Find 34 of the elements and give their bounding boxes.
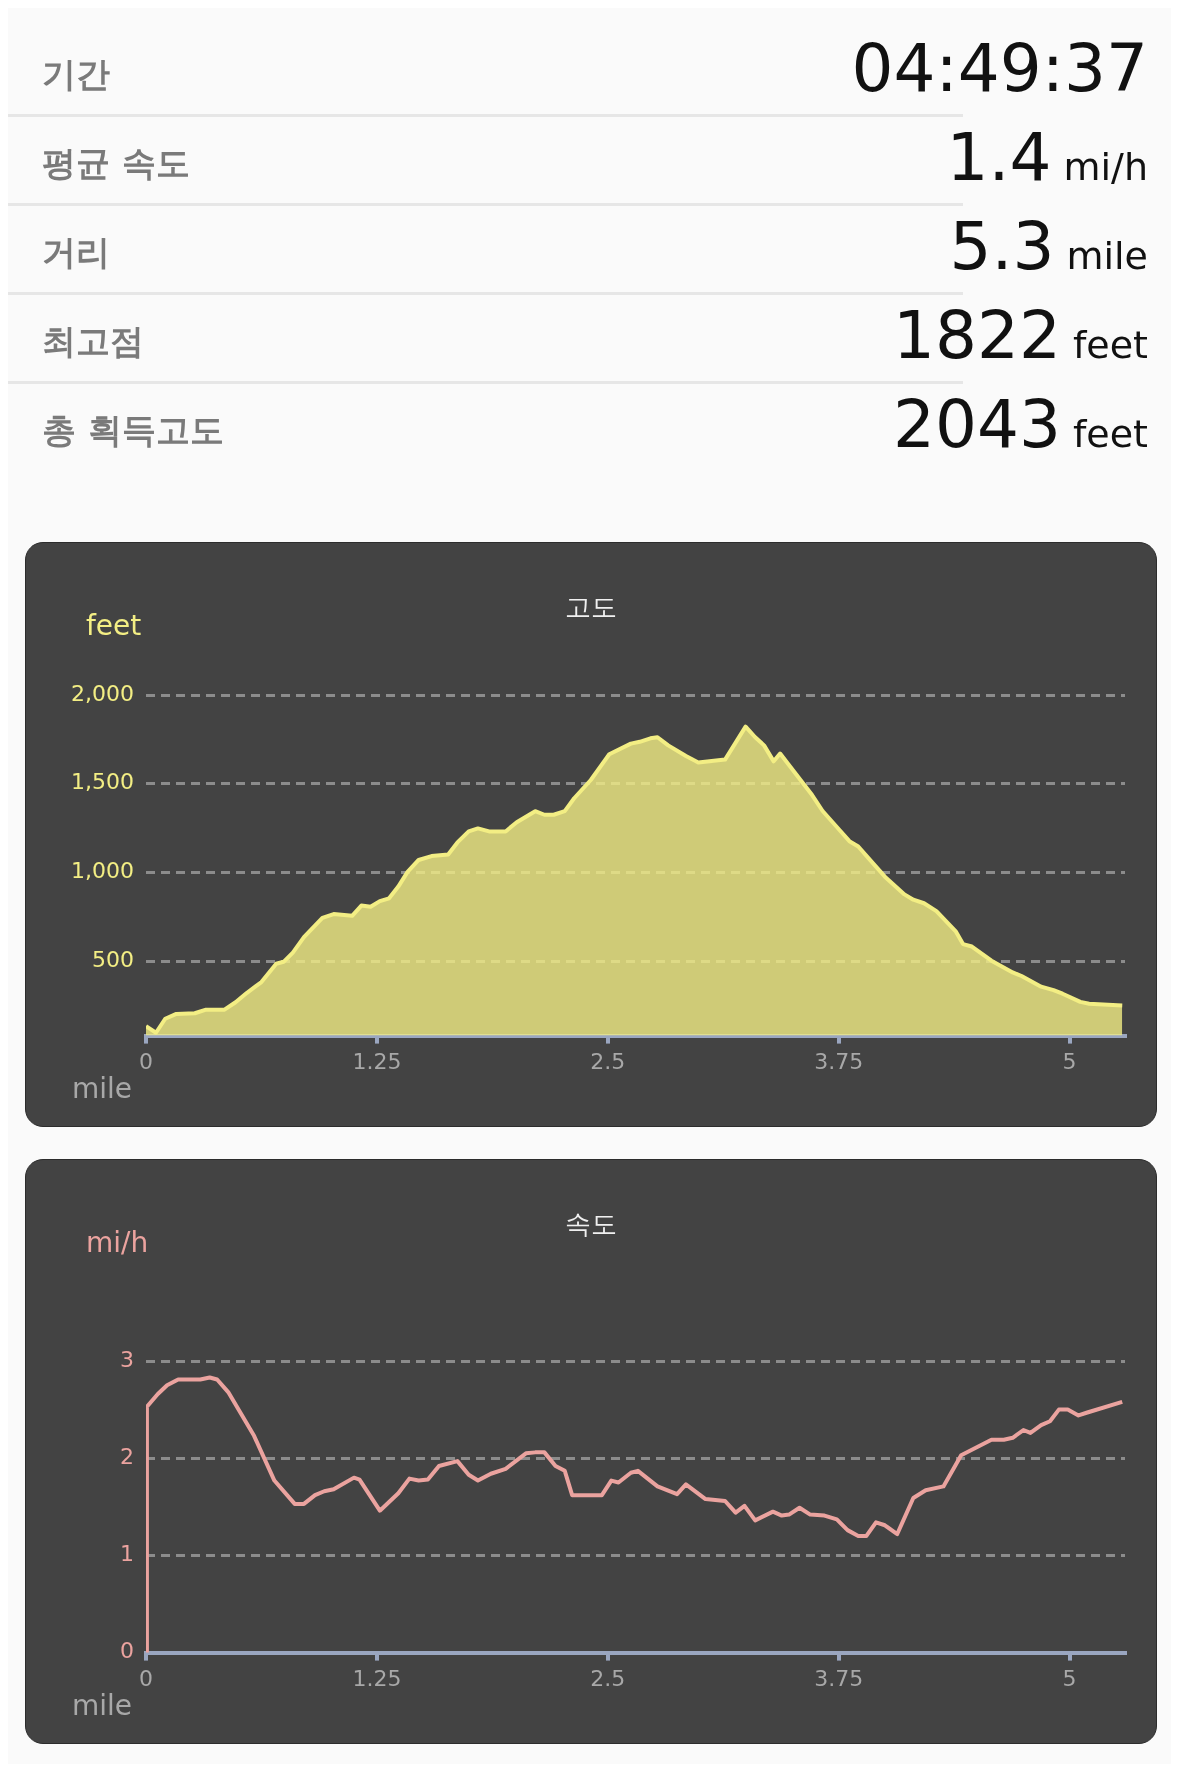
x-tick-label: 0 <box>139 1048 153 1074</box>
y-axis-title: mi/h <box>86 1226 149 1260</box>
x-axis-title: mile <box>72 1072 133 1106</box>
y-tick-label: 500 <box>92 946 134 972</box>
x-tick-label: 0 <box>139 1665 153 1691</box>
y-tick-label: 1,000 <box>71 858 134 884</box>
x-axis-title: mile <box>72 1689 133 1723</box>
y-tick-label: 0 <box>120 1638 134 1664</box>
chart-title: 고도 <box>565 591 617 622</box>
y-tick-label: 1 <box>120 1541 134 1567</box>
y-tick-label: 1,500 <box>71 769 134 795</box>
text: 평균 속도 <box>42 142 190 185</box>
text: 총 획득고도 <box>42 409 224 452</box>
x-tick-label: 1.25 <box>352 1048 402 1074</box>
chart-title: 속도 <box>565 1208 617 1239</box>
text: 5.3 mile <box>949 208 1148 285</box>
text: 1.4 mi/h <box>946 119 1148 196</box>
text: 04:49:37 <box>851 30 1148 107</box>
y-tick-label: 2 <box>120 1443 134 1469</box>
x-tick-label: 3.75 <box>814 1048 864 1074</box>
x-tick-label: 2.5 <box>590 1665 626 1691</box>
text: 2043 feet <box>892 386 1148 463</box>
text: 거리 <box>42 231 110 274</box>
x-tick-label: 5 <box>1062 1048 1077 1074</box>
y-axis-title: feet <box>86 609 142 643</box>
text: 1822 feet <box>892 297 1148 374</box>
y-tick-label: 3 <box>120 1346 134 1372</box>
x-tick-label: 2.5 <box>590 1048 626 1074</box>
x-tick-label: 3.75 <box>814 1665 864 1691</box>
text: 기간 <box>42 53 110 96</box>
x-tick-label: 5 <box>1062 1665 1077 1691</box>
x-tick-label: 1.25 <box>352 1665 402 1691</box>
text: 최고점 <box>42 320 144 363</box>
y-tick-label: 2,000 <box>71 680 134 706</box>
